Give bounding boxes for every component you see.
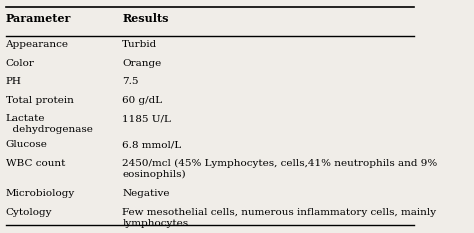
Text: 1185 U/L: 1185 U/L: [122, 114, 171, 123]
Text: Lactate
  dehydrogenase: Lactate dehydrogenase: [6, 114, 92, 134]
Text: 60 g/dL: 60 g/dL: [122, 96, 163, 105]
Text: PH: PH: [6, 77, 21, 86]
Text: 6.8 mmol/L: 6.8 mmol/L: [122, 140, 182, 149]
Text: Orange: Orange: [122, 59, 162, 68]
Text: Color: Color: [6, 59, 35, 68]
Text: Results: Results: [122, 13, 169, 24]
Text: Turbid: Turbid: [122, 40, 157, 49]
Text: Cytology: Cytology: [6, 208, 52, 216]
Text: WBC count: WBC count: [6, 159, 65, 168]
Text: Parameter: Parameter: [6, 13, 71, 24]
Text: Total protein: Total protein: [6, 96, 73, 105]
Text: 2450/mcl (45% Lymphocytes, cells,41% neutrophils and 9%
eosinophils): 2450/mcl (45% Lymphocytes, cells,41% neu…: [122, 159, 438, 179]
Text: 7.5: 7.5: [122, 77, 139, 86]
Text: Appearance: Appearance: [6, 40, 69, 49]
Text: Few mesothelial cells, numerous inflammatory cells, mainly
lymphocytes: Few mesothelial cells, numerous inflamma…: [122, 208, 437, 228]
Text: Microbiology: Microbiology: [6, 189, 75, 198]
Text: Negative: Negative: [122, 189, 170, 198]
Text: Glucose: Glucose: [6, 140, 47, 149]
